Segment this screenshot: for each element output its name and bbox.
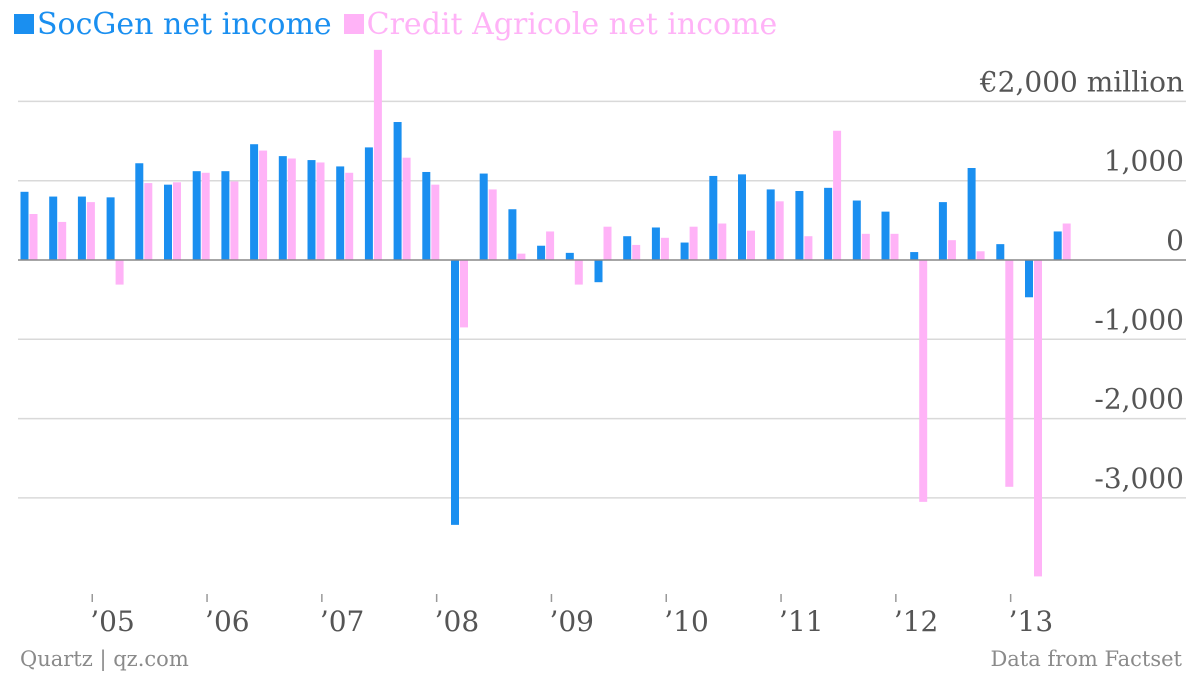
- y-tick-label: €2,000 million: [979, 65, 1184, 98]
- socgen-bar: [824, 187, 833, 260]
- x-tick-label: ’09: [549, 605, 594, 638]
- credit-agricole-bar: [373, 49, 382, 261]
- y-tick-label: -3,000: [1094, 462, 1184, 495]
- credit-agricole-bar: [460, 260, 468, 328]
- credit-agricole-bar: [58, 221, 67, 260]
- socgen-bar: [479, 173, 488, 260]
- legend-item-socgen: SocGen net income: [14, 7, 332, 42]
- socgen-bar: [623, 236, 632, 260]
- credit-agricole-bar: [144, 183, 153, 260]
- x-tick-label: ’05: [90, 605, 135, 638]
- socgen-bar: [20, 191, 29, 260]
- credit-agricole-bar: [775, 201, 784, 260]
- credit-agricole-bar: [1062, 223, 1071, 260]
- credit-agricole-bar: [1034, 260, 1042, 577]
- socgen-bar: [135, 163, 144, 260]
- x-tick-label: ’06: [205, 605, 250, 638]
- credit-agricole-bar: [660, 237, 669, 260]
- socgen-bar: [594, 260, 603, 283]
- socgen-bar: [221, 171, 230, 260]
- credit-agricole-bar: [546, 231, 555, 260]
- socgen-bar: [508, 209, 517, 260]
- credit-agricole-bar: [173, 182, 181, 260]
- credit-agricole-bar: [345, 172, 354, 260]
- credit-agricole-bar: [574, 260, 583, 285]
- socgen-bar: [967, 168, 976, 260]
- socgen-bar: [451, 260, 459, 525]
- credit-agricole-bar: [632, 244, 641, 260]
- x-tick-label: ’13: [1009, 605, 1054, 638]
- credit-agricole-bar: [287, 158, 296, 260]
- legend-label-credit-agricole: Credit Agricole net income: [366, 6, 778, 42]
- y-tick-label: 0: [1166, 224, 1184, 257]
- credit-agricole-bar: [402, 157, 411, 260]
- socgen-bar: [910, 252, 919, 260]
- x-tick-label: ’10: [664, 605, 709, 638]
- x-tick-label: ’07: [320, 605, 365, 638]
- credit-agricole-bar: [316, 162, 325, 260]
- socgen-bar: [938, 202, 947, 260]
- credit-agricole-bar: [890, 233, 899, 260]
- credit-agricole-bar: [517, 253, 526, 260]
- credit-agricole-bar: [976, 251, 985, 260]
- socgen-bar: [1053, 231, 1062, 260]
- credit-agricole-bar: [947, 240, 956, 260]
- chart-legend: SocGen net income Credit Agricole net in…: [14, 4, 789, 44]
- credit-agricole-bar: [861, 233, 870, 260]
- socgen-bar: [565, 252, 574, 260]
- socgen-bar: [336, 166, 345, 260]
- socgen-bar: [1025, 260, 1033, 298]
- socgen-bar: [852, 200, 861, 260]
- socgen-bar: [106, 197, 115, 260]
- legend-label-socgen: SocGen net income: [37, 6, 332, 42]
- credit-agricole-bar: [259, 150, 268, 260]
- socgen-bar: [422, 171, 431, 260]
- source-credit: Quartz | qz.com: [20, 647, 189, 671]
- socgen-bar: [996, 244, 1005, 260]
- y-tick-label: 1,000: [1104, 145, 1184, 178]
- socgen-bar: [278, 156, 287, 260]
- x-tick-label: ’12: [894, 605, 939, 638]
- legend-swatch-socgen: [14, 14, 34, 34]
- credit-agricole-bar: [1005, 260, 1014, 487]
- credit-agricole-bar: [747, 230, 755, 260]
- socgen-bar: [738, 174, 746, 260]
- x-tick-label: ’08: [435, 605, 480, 638]
- credit-agricole-bar: [86, 202, 95, 260]
- credit-agricole-bar: [718, 223, 727, 260]
- credit-agricole-bar: [29, 214, 38, 260]
- socgen-bar: [795, 191, 804, 260]
- socgen-bar: [250, 144, 259, 260]
- legend-item-credit-agricole: Credit Agricole net income: [343, 6, 778, 42]
- socgen-bar: [364, 147, 373, 260]
- credit-agricole-bar: [804, 236, 813, 260]
- credit-agricole-bar: [603, 226, 612, 260]
- socgen-bar: [307, 160, 316, 260]
- socgen-bar: [709, 175, 718, 260]
- socgen-bar: [537, 245, 546, 260]
- socgen-bar: [77, 196, 86, 260]
- credit-agricole-bar: [431, 184, 440, 260]
- socgen-bar: [192, 171, 201, 260]
- socgen-bar: [680, 242, 689, 260]
- x-tick-label: ’11: [779, 605, 824, 638]
- credit-agricole-bar: [833, 130, 842, 260]
- socgen-bar: [766, 189, 775, 260]
- credit-agricole-bar: [230, 181, 239, 260]
- socgen-bar: [651, 227, 660, 260]
- legend-swatch-credit-agricole: [343, 14, 364, 34]
- credit-agricole-bar: [201, 172, 210, 260]
- y-tick-label: -1,000: [1094, 303, 1184, 336]
- credit-agricole-bar: [115, 260, 124, 285]
- credit-agricole-bar: [919, 260, 928, 502]
- y-tick-label: -2,000: [1094, 383, 1184, 416]
- socgen-bar: [49, 196, 58, 260]
- credit-agricole-bar: [488, 189, 497, 260]
- credit-agricole-bar: [689, 226, 698, 260]
- socgen-bar: [881, 211, 890, 260]
- socgen-bar: [164, 184, 172, 260]
- data-source-note: Data from Factset: [990, 647, 1182, 671]
- socgen-bar: [393, 122, 402, 260]
